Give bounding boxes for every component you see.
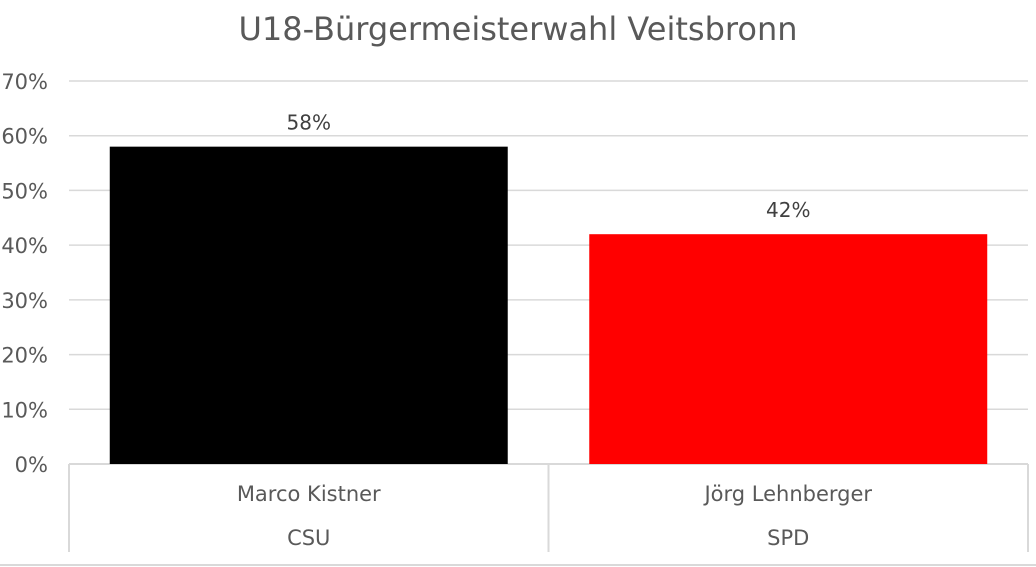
x-group-label: CSU <box>287 526 330 550</box>
x-group-label: SPD <box>767 526 809 550</box>
y-tick-label: 60% <box>1 125 48 149</box>
y-tick-label: 20% <box>1 344 48 368</box>
bar <box>109 146 508 464</box>
data-label: 42% <box>766 198 810 222</box>
bar <box>589 234 988 464</box>
data-label: 58% <box>287 111 331 135</box>
y-tick-label: 50% <box>1 179 48 203</box>
x-category-label: Jörg Lehnberger <box>702 482 872 506</box>
y-tick-label: 30% <box>1 289 48 313</box>
y-tick-label: 10% <box>1 398 48 422</box>
chart-title: U18-Bürgermeisterwahl Veitsbronn <box>238 10 798 48</box>
y-tick-label: 70% <box>1 70 48 94</box>
x-category-label: Marco Kistner <box>237 482 381 506</box>
y-tick-label: 40% <box>1 234 48 258</box>
y-tick-label: 0% <box>15 453 48 477</box>
